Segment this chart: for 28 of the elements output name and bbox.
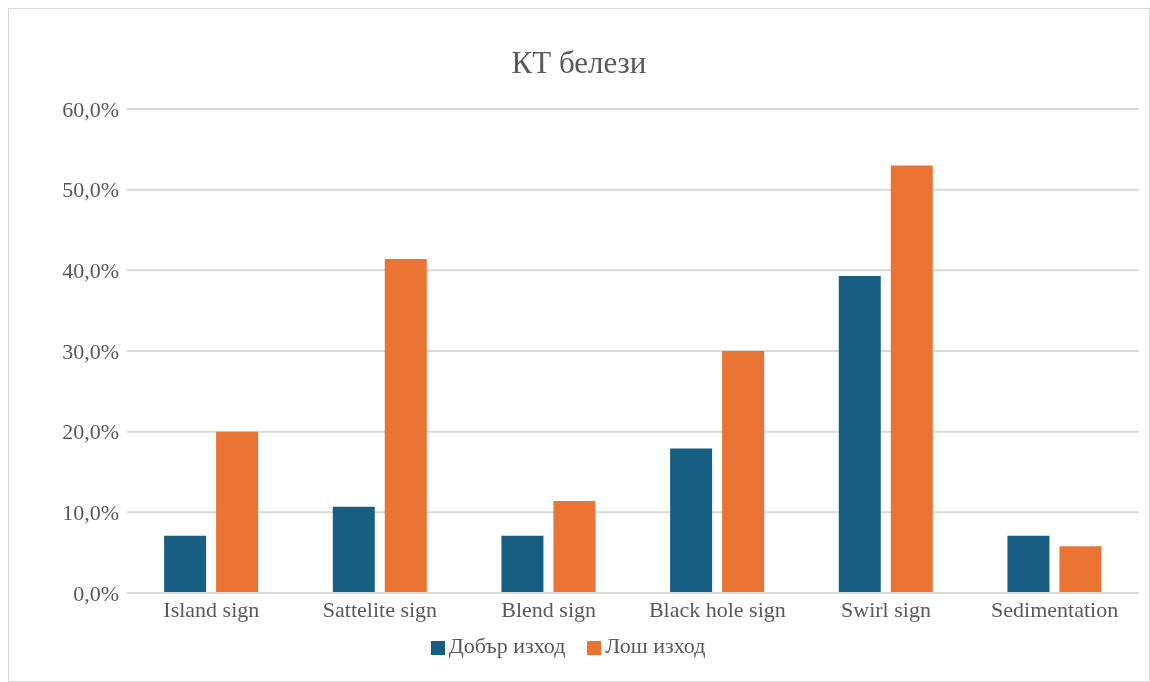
bar	[1007, 535, 1050, 593]
x-tick-label: Swirl sign	[841, 596, 931, 622]
bar	[1059, 546, 1102, 593]
bar	[890, 165, 933, 593]
y-tick-label: 10,0%	[62, 500, 119, 526]
x-tick-label: Blend sign	[501, 596, 597, 622]
x-tick-label: Island sign	[163, 596, 260, 622]
x-tick-label: Sedimentation	[991, 596, 1119, 622]
y-tick-label: 60,0%	[62, 96, 119, 122]
y-tick-label: 30,0%	[62, 338, 119, 364]
bar	[670, 448, 713, 593]
legend-label: Добър изход	[448, 633, 566, 658]
y-tick-label: 40,0%	[62, 258, 119, 284]
bar	[216, 431, 259, 593]
y-tick-label: 50,0%	[62, 177, 119, 203]
bar	[553, 501, 596, 593]
legend-label: Лош изход	[605, 633, 706, 658]
bar	[332, 506, 375, 593]
bar	[501, 535, 544, 593]
bar	[838, 275, 881, 593]
x-tick-label: Black hole sign	[648, 596, 786, 622]
y-tick-label: 20,0%	[62, 419, 119, 445]
bar	[722, 351, 765, 593]
bar	[164, 535, 207, 593]
chart-title: КТ белези	[510, 45, 648, 81]
y-tick-label: 0,0%	[73, 580, 119, 606]
x-tick-label: Sattelite sign	[322, 596, 438, 622]
bar	[384, 259, 427, 593]
